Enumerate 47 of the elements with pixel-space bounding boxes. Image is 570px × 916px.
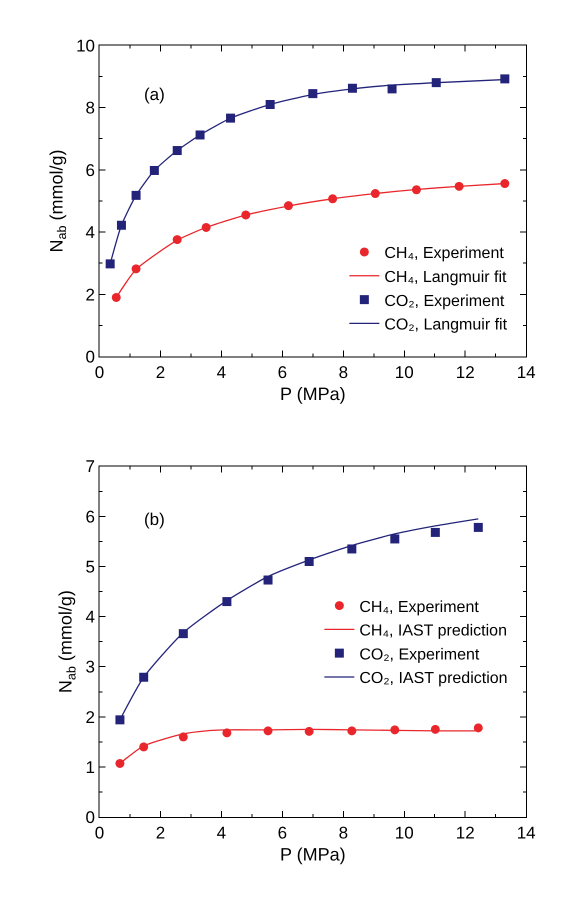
x-tick-label: 12 [456, 824, 475, 843]
x-tick-label: 6 [278, 363, 288, 382]
legend-label: CH₄, Experiment [359, 598, 480, 616]
legend-label: CH₄, Langmuir fit [384, 269, 508, 286]
x-tick-label: 12 [456, 363, 475, 382]
point [500, 74, 510, 84]
point [390, 534, 400, 544]
point [115, 715, 124, 724]
y-tick-label: 8 [86, 98, 95, 118]
x-tick-label: 8 [338, 824, 348, 843]
annotation: (b) [144, 510, 165, 529]
point [474, 723, 483, 732]
y-tick-label: 0 [86, 808, 95, 828]
x-axis-title: P (MPa) [280, 844, 346, 865]
x-tick-label: 8 [338, 363, 348, 382]
x-tick-label: 10 [394, 363, 414, 382]
point [430, 528, 440, 537]
x-axis-title: P (MPa) [280, 384, 346, 404]
legend-label: CO₂, Experiment [384, 292, 505, 310]
y-tick-label: 10 [76, 36, 95, 56]
point [474, 522, 483, 532]
legend-label: CO₂, IAST prediction [359, 670, 508, 688]
legend-label: CH₄, IAST prediction [359, 622, 507, 640]
legend-label: CO₂, Experiment [359, 646, 480, 664]
y-tick-label: 1 [86, 758, 95, 777]
y-tick-label: 4 [86, 608, 95, 627]
y-tick-label: 0 [86, 348, 95, 367]
x-tick-label: 14 [516, 363, 536, 382]
y-tick-label: 6 [86, 160, 95, 180]
legend-label: CH₄, Experiment [384, 245, 504, 262]
annotation: (a) [144, 85, 165, 104]
y-tick-label: 6 [86, 507, 95, 526]
x-tick-label: 2 [156, 824, 166, 843]
y-tick-label: 2 [86, 285, 95, 304]
legend-label: CO₂, Langmuir fit [384, 316, 508, 334]
x-tick-label: 14 [516, 824, 536, 843]
y-tick-label: 7 [86, 457, 95, 476]
y-tick-label: 3 [86, 658, 95, 677]
x-tick-label: 2 [156, 363, 166, 382]
x-tick-label: 6 [278, 824, 288, 843]
y-tick-label: 2 [86, 708, 95, 727]
x-tick-label: 4 [216, 824, 226, 843]
x-tick-label: 10 [394, 824, 414, 843]
x-tick-label: 4 [216, 363, 226, 382]
y-tick-label: 5 [86, 557, 95, 576]
y-tick-label: 4 [86, 223, 95, 242]
point [106, 259, 115, 268]
